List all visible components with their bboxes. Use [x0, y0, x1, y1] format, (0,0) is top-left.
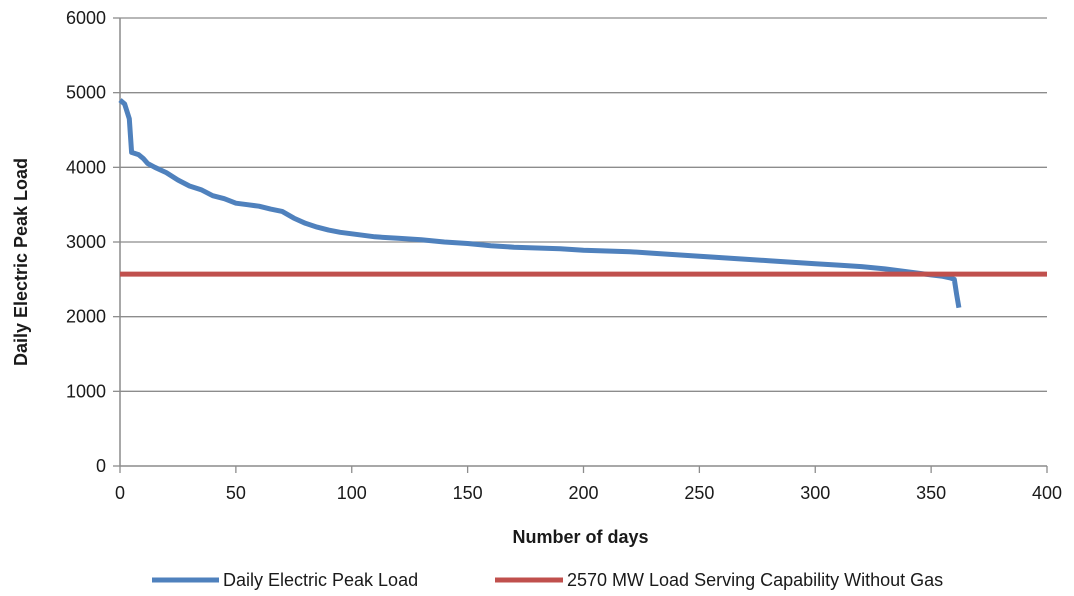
x-tick-label-400: 400	[1032, 483, 1062, 503]
y-tick-label-5000: 5000	[66, 83, 106, 103]
x-tick-label-200: 200	[568, 483, 598, 503]
series-line-daily-peak-load	[118, 98, 962, 309]
x-tick-label-350: 350	[916, 483, 946, 503]
legend: Daily Electric Peak Load 2570 MW Load Se…	[152, 570, 943, 590]
y-tick-label-3000: 3000	[66, 232, 106, 252]
y-tick-labels: 0 1000 2000 3000 4000 5000 6000	[66, 8, 106, 476]
gridlines	[113, 17, 1048, 473]
x-tick-label-150: 150	[453, 483, 483, 503]
series	[118, 98, 1047, 309]
x-tick-label-250: 250	[684, 483, 714, 503]
y-tick-label-6000: 6000	[66, 8, 106, 28]
axes	[119, 18, 1047, 467]
y-tick-label-4000: 4000	[66, 157, 106, 177]
y-axis-title: Daily Electric Peak Load	[11, 158, 31, 366]
y-tick-label-2000: 2000	[66, 307, 106, 327]
legend-label-load-capability: 2570 MW Load Serving Capability Without …	[567, 570, 943, 590]
legend-label-daily-peak-load: Daily Electric Peak Load	[223, 570, 418, 590]
x-tick-label-100: 100	[337, 483, 367, 503]
x-tick-label-0: 0	[115, 483, 125, 503]
x-tick-label-50: 50	[226, 483, 246, 503]
x-tick-label-300: 300	[800, 483, 830, 503]
y-tick-label-0: 0	[96, 456, 106, 476]
y-tick-label-1000: 1000	[66, 381, 106, 401]
x-tick-labels: 0 50 100 150 200 250 300 350 400	[115, 483, 1062, 503]
x-axis-title: Number of days	[512, 527, 648, 547]
